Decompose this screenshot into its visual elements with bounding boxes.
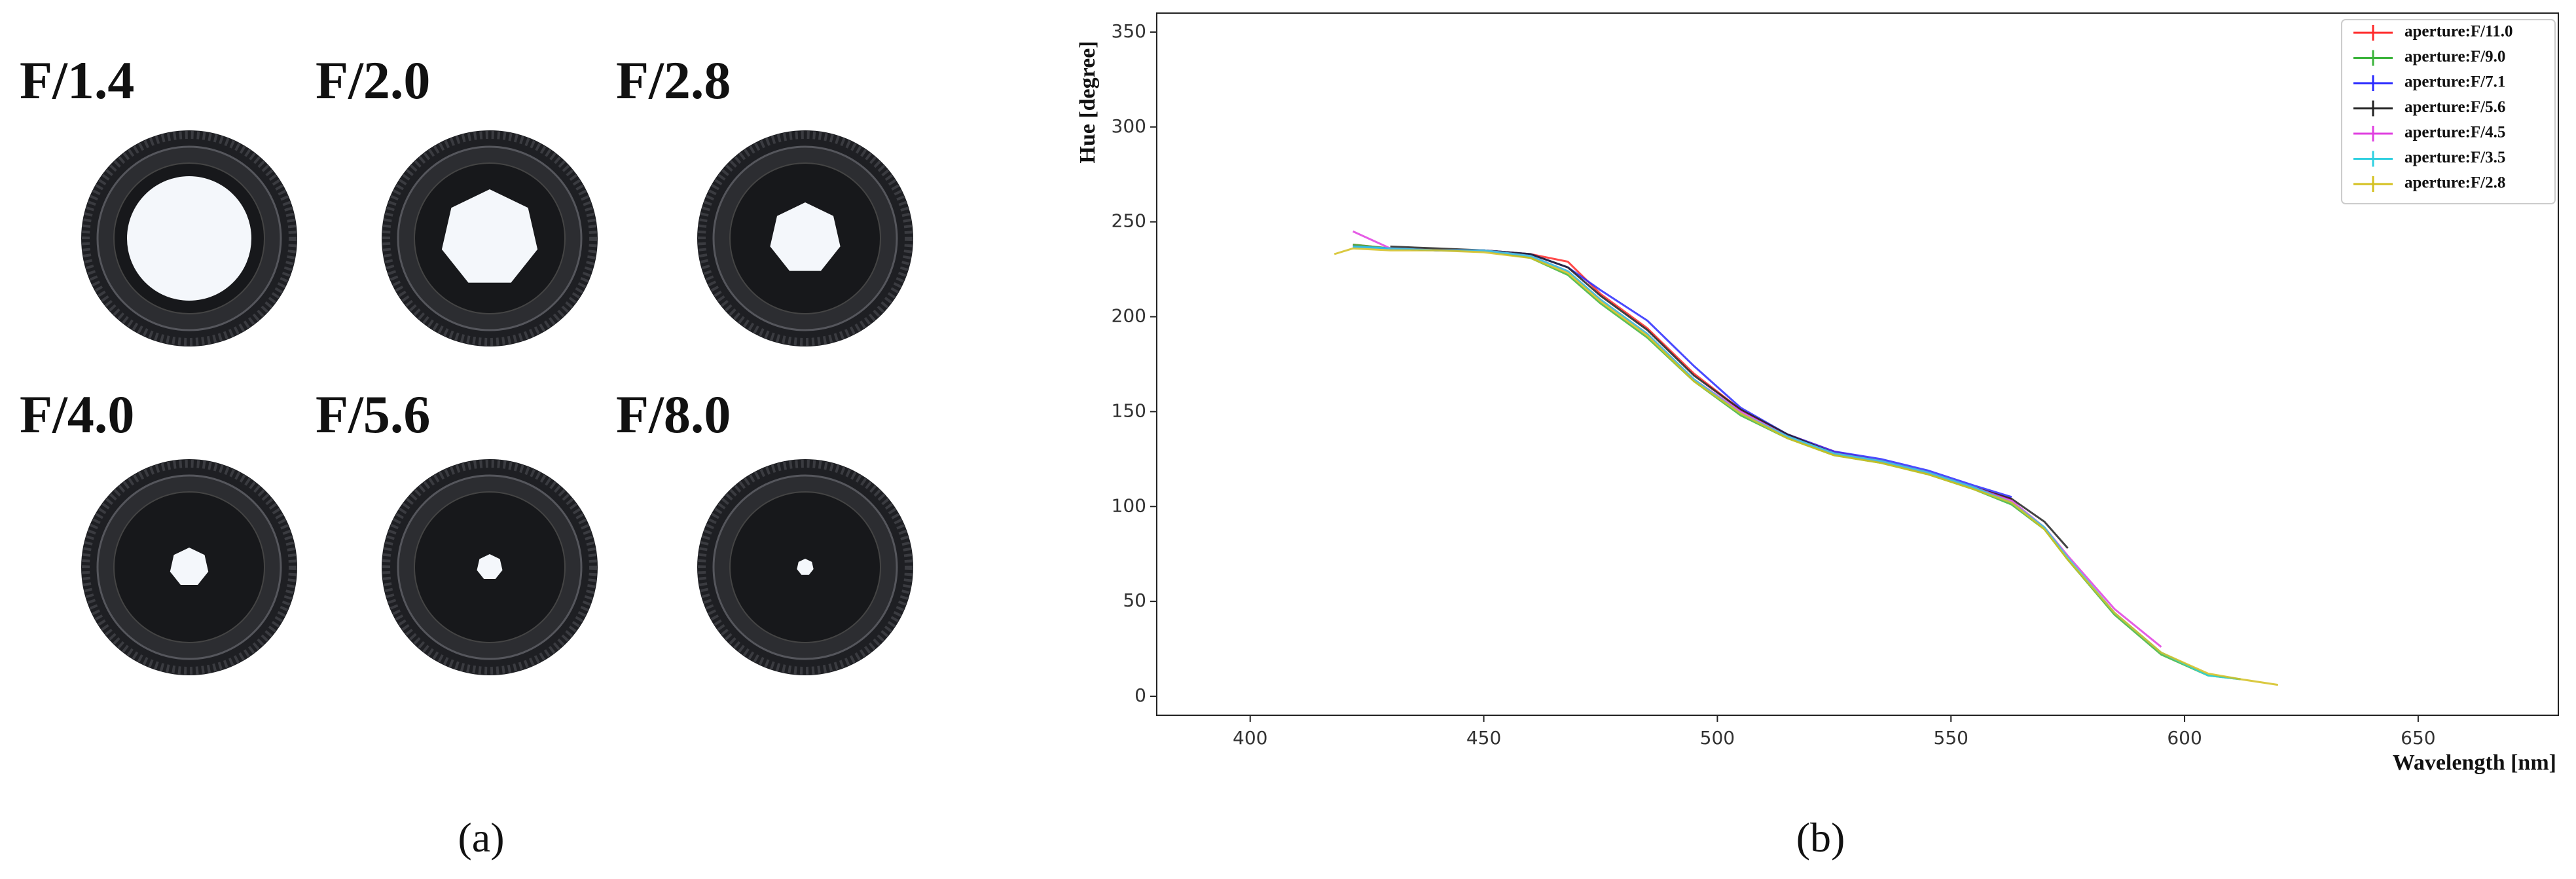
- aperture: [441, 189, 538, 283]
- x-tick-label: 500: [1700, 727, 1735, 749]
- lens-grip: [698, 131, 913, 346]
- aperture: [770, 202, 841, 271]
- y-tick-label: 0: [1134, 684, 1146, 706]
- y-axis-label: Hue [degree]: [1076, 41, 1100, 163]
- legend-label: aperture:F/3.5: [2404, 149, 2505, 166]
- legend: [2341, 19, 2556, 204]
- series-line: [1333, 247, 2279, 686]
- x-axis-label: Wavelength [nm]: [2393, 751, 2556, 775]
- x-tick-label: 550: [1934, 727, 1968, 749]
- series-line: [1352, 244, 2241, 681]
- aperture-label: F/5.6: [316, 384, 430, 444]
- caption: (b): [1796, 814, 1845, 861]
- y-tick-label: 300: [1112, 115, 1146, 137]
- plot-frame: [1156, 12, 2559, 716]
- lens-grip: [382, 131, 597, 346]
- legend-label: aperture:F/5.6: [2404, 98, 2505, 116]
- series-line: [1352, 245, 2241, 681]
- lens-grip: [382, 460, 597, 675]
- series-line: [1352, 245, 2012, 498]
- y-tick-label: 200: [1112, 305, 1146, 327]
- y-tick-label: 350: [1112, 20, 1146, 42]
- x-tick-label: 400: [1233, 727, 1267, 749]
- lens-grip: [698, 460, 913, 675]
- aperture-label: F/2.8: [616, 50, 731, 110]
- legend-label: aperture:F/7.1: [2404, 73, 2505, 91]
- series-line: [1352, 244, 2012, 500]
- legend-label: aperture:F/9.0: [2404, 48, 2505, 65]
- aperture-label: F/2.0: [316, 50, 430, 110]
- y-tick-label: 50: [1123, 589, 1146, 611]
- aperture: [797, 559, 814, 575]
- aperture: [170, 548, 209, 585]
- y-tick-label: 100: [1112, 495, 1146, 516]
- y-tick-label: 150: [1112, 400, 1146, 421]
- aperture-label: F/1.4: [20, 50, 134, 110]
- aperture: [127, 176, 251, 301]
- x-tick-label: 600: [2167, 727, 2202, 749]
- aperture-label: F/4.0: [20, 384, 134, 444]
- legend-label: aperture:F/2.8: [2404, 174, 2505, 192]
- caption: (a): [458, 814, 504, 861]
- lens-grip: [82, 460, 297, 675]
- legend-label: aperture:F/4.5: [2404, 124, 2505, 141]
- panel-a: F/1.4 F/2.0 F/2.8 F/4.0 F/5.6 F/8.0: [20, 50, 913, 675]
- series-line: [1352, 230, 2162, 648]
- x-tick-label: 650: [2401, 727, 2435, 749]
- aperture: [477, 554, 503, 579]
- aperture-label: F/8.0: [616, 384, 731, 444]
- y-tick-label: 250: [1112, 210, 1146, 232]
- x-tick-label: 450: [1466, 727, 1501, 749]
- lens-grip: [82, 131, 297, 346]
- legend-label: aperture:F/11.0: [2404, 23, 2513, 41]
